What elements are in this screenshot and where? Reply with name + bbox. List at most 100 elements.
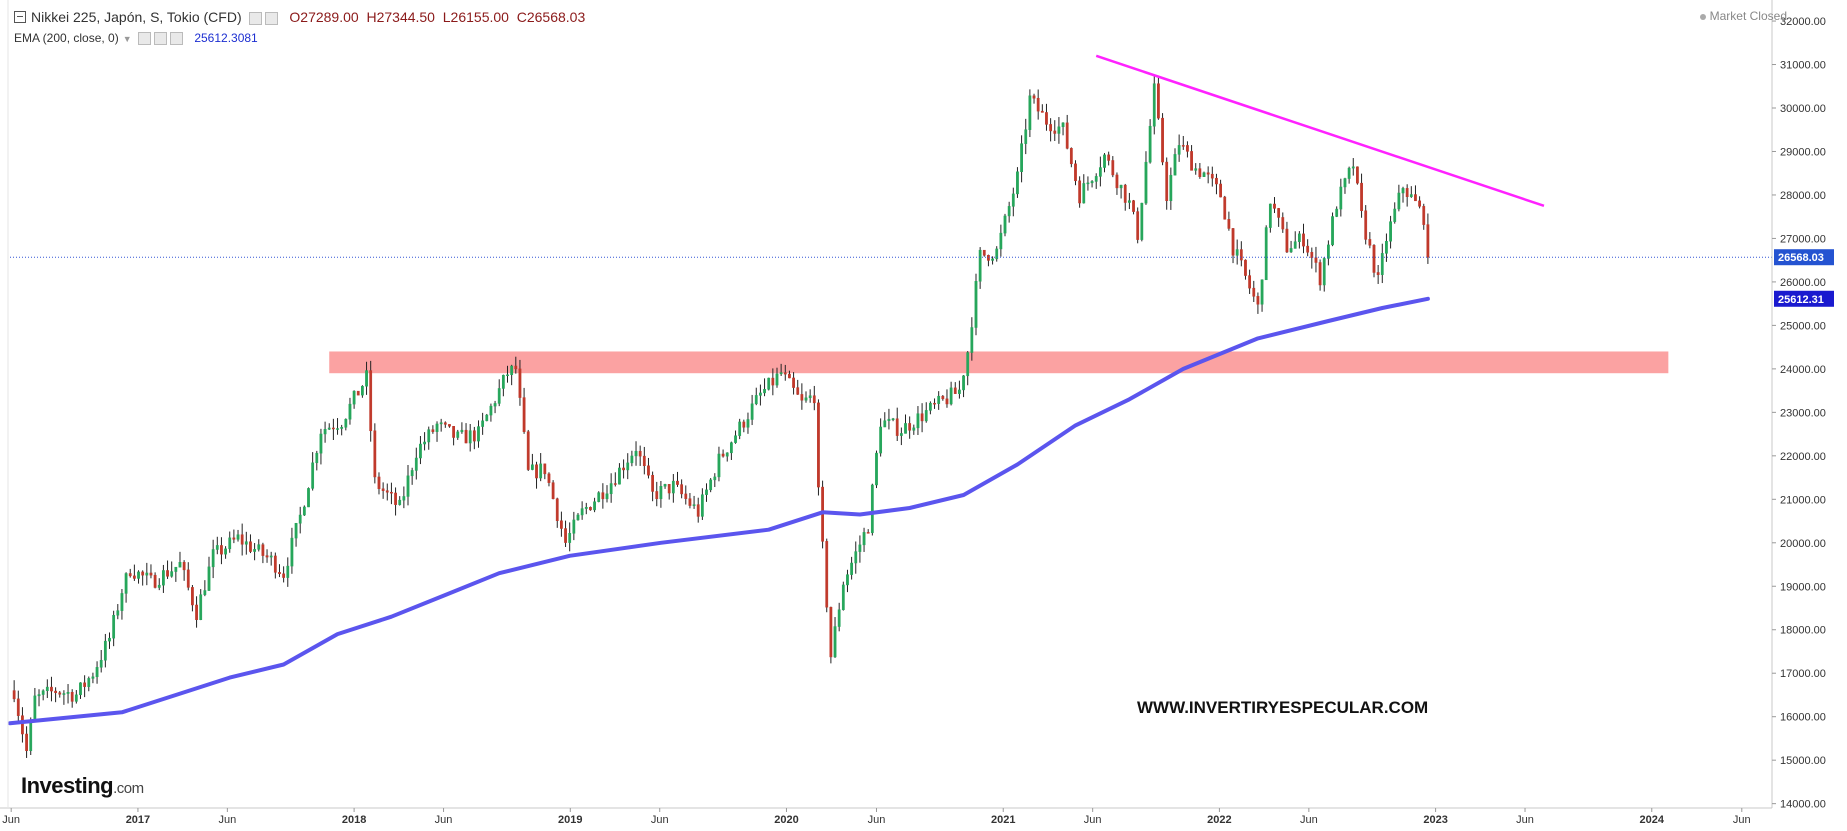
candle-body <box>145 572 149 576</box>
chevron-down-icon[interactable]: ▼ <box>122 34 132 44</box>
visibility-icon[interactable] <box>248 11 262 25</box>
candle-body <box>771 377 775 386</box>
last-price-tag-label: 26568.03 <box>1778 252 1824 264</box>
candle-body <box>1169 174 1173 202</box>
candle-body <box>647 465 650 476</box>
candle-body <box>924 410 928 422</box>
candle-body <box>273 555 277 573</box>
candle <box>365 361 368 395</box>
candle-body <box>1380 253 1384 275</box>
candle-body <box>1148 125 1152 163</box>
y-tick-label: 19000.00 <box>1780 581 1826 593</box>
candle <box>995 246 999 262</box>
candle-body <box>290 537 294 567</box>
candle-body <box>804 397 808 401</box>
candle <box>307 487 310 508</box>
candle-body <box>1074 163 1077 182</box>
candle-body <box>692 504 696 506</box>
candle <box>37 689 41 707</box>
instrument-title: Nikkei 225, Japón, S, Tokio (CFD) <box>31 9 242 25</box>
candle-body <box>1235 249 1239 256</box>
y-tick-label: 18000.00 <box>1780 625 1826 637</box>
candle-body <box>1231 228 1235 256</box>
candle-body <box>340 427 344 429</box>
candle-body <box>170 571 174 577</box>
candle <box>398 496 402 506</box>
candle <box>41 689 45 701</box>
candle-body <box>207 566 211 591</box>
candle <box>895 407 899 442</box>
collapse-icon[interactable] <box>14 11 26 24</box>
candle <box>1422 203 1426 230</box>
candle <box>1223 195 1227 220</box>
candle-body <box>182 562 186 571</box>
candle <box>792 372 795 395</box>
candle-body <box>1244 259 1247 276</box>
settings-icon[interactable] <box>264 11 278 25</box>
candle-body <box>203 590 207 595</box>
candle <box>510 364 514 386</box>
candle <box>530 453 534 471</box>
x-tick-label: Jun <box>1516 814 1534 826</box>
candle-body <box>1372 245 1376 273</box>
candle-body <box>1198 168 1202 177</box>
candle <box>460 422 464 434</box>
candle-body <box>249 541 252 552</box>
settings-icon[interactable] <box>153 32 167 46</box>
candle-body <box>746 419 750 428</box>
candle-body <box>613 483 617 485</box>
candle-body <box>908 423 912 431</box>
candle-body <box>390 491 393 494</box>
candle <box>87 676 91 692</box>
visibility-icon[interactable] <box>137 32 151 46</box>
candle <box>1335 206 1339 218</box>
candle <box>186 562 190 591</box>
candle-body <box>725 452 729 457</box>
candle-body <box>750 403 754 420</box>
candle <box>331 418 335 440</box>
candle-body <box>775 373 779 386</box>
candle <box>1389 215 1392 249</box>
candle <box>1007 201 1011 223</box>
candle-body <box>551 482 555 499</box>
candle <box>647 457 650 479</box>
candle <box>132 564 136 581</box>
candle-body <box>410 470 414 477</box>
candle-body <box>356 390 360 396</box>
candle-body <box>373 430 377 478</box>
candle-body <box>365 370 368 387</box>
candle <box>651 471 655 502</box>
candle-body <box>663 484 667 487</box>
candle <box>1111 156 1115 178</box>
candle <box>1157 75 1160 120</box>
candle-body <box>1181 145 1185 147</box>
candle-body <box>638 450 642 457</box>
candle-body <box>58 692 62 695</box>
candle-body <box>783 372 787 375</box>
close-icon[interactable] <box>169 32 183 46</box>
candle <box>854 541 858 574</box>
candle-body <box>937 395 941 404</box>
candle-body <box>671 480 675 494</box>
y-tick-label: 26000.00 <box>1780 277 1826 289</box>
candle <box>1393 202 1397 224</box>
candle-body <box>431 429 435 432</box>
candle <box>1264 225 1268 281</box>
candle <box>754 387 758 406</box>
candle-body <box>1239 249 1243 261</box>
candle <box>1152 76 1156 135</box>
candle-body <box>87 678 91 687</box>
candle <box>987 254 990 267</box>
candle-body <box>605 493 609 500</box>
candle-body <box>319 433 323 454</box>
candle-body <box>738 421 742 436</box>
candle-body <box>302 506 306 516</box>
candle <box>630 450 634 467</box>
candle-body <box>1314 257 1318 263</box>
candle <box>427 426 431 450</box>
candle-body <box>228 537 232 550</box>
candle <box>1173 148 1177 176</box>
candle <box>543 463 547 480</box>
candle <box>253 543 256 561</box>
